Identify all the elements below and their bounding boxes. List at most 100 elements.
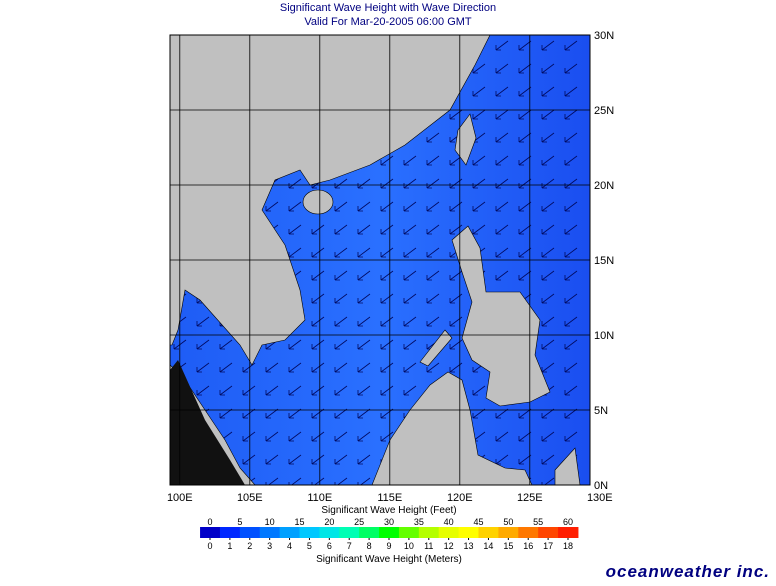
meter-tick-label: 8 xyxy=(367,541,372,551)
arrow xyxy=(403,178,417,189)
arrow xyxy=(495,178,509,189)
arrow xyxy=(357,408,371,419)
arrow xyxy=(518,201,532,212)
colorbar-swatch xyxy=(478,527,499,538)
meter-tick-label: 11 xyxy=(424,541,433,551)
colorbar-swatch xyxy=(458,527,479,538)
arrow xyxy=(518,40,532,51)
arrow xyxy=(518,155,532,166)
lat-label: 25N xyxy=(594,105,614,117)
arrow xyxy=(380,247,394,258)
arrow xyxy=(334,339,348,350)
feet-tick-label: 30 xyxy=(384,517,394,527)
arrow xyxy=(472,109,486,120)
arrow xyxy=(564,86,578,97)
arrow xyxy=(495,431,509,442)
colorbar-swatch xyxy=(319,527,340,538)
arrow xyxy=(472,385,486,396)
arrow xyxy=(564,178,578,189)
feet-tick-label: 15 xyxy=(294,517,304,527)
arrow xyxy=(242,408,256,419)
arrow xyxy=(426,270,440,281)
arrow xyxy=(564,63,578,74)
arrow xyxy=(380,408,394,419)
arrow xyxy=(472,224,486,235)
lat-label: 20N xyxy=(594,180,614,192)
arrow xyxy=(564,132,578,143)
meter-tick-label: 0 xyxy=(207,541,212,551)
arrow xyxy=(196,385,210,396)
arrow xyxy=(564,109,578,120)
arrow xyxy=(541,454,555,465)
arrow xyxy=(357,339,371,350)
arrow xyxy=(403,316,417,327)
arrow xyxy=(403,155,417,166)
arrow xyxy=(288,178,302,189)
arrow xyxy=(403,339,417,350)
arrow xyxy=(265,362,279,373)
arrow xyxy=(219,339,233,350)
arrow xyxy=(311,247,325,258)
arrow xyxy=(357,362,371,373)
arrow xyxy=(311,293,325,304)
arrow xyxy=(564,155,578,166)
arrow xyxy=(518,431,532,442)
arrow xyxy=(541,40,555,51)
arrow xyxy=(219,408,233,419)
meter-tick-label: 13 xyxy=(464,541,474,551)
map xyxy=(170,35,590,485)
arrow xyxy=(472,86,486,97)
arrow xyxy=(403,224,417,235)
arrow xyxy=(265,408,279,419)
arrow xyxy=(403,385,417,396)
lon-label: 105E xyxy=(237,492,263,504)
arrow xyxy=(334,362,348,373)
arrow xyxy=(426,201,440,212)
arrow xyxy=(334,224,348,235)
arrow xyxy=(334,431,348,442)
arrow xyxy=(495,408,509,419)
arrow xyxy=(518,247,532,258)
arrow xyxy=(518,109,532,120)
lon-label: 120E xyxy=(447,492,473,504)
arrow xyxy=(564,224,578,235)
arrow xyxy=(196,339,210,350)
sumatra xyxy=(170,360,245,485)
arrow xyxy=(380,316,394,327)
arrow xyxy=(311,454,325,465)
arrow xyxy=(334,408,348,419)
arrow xyxy=(426,224,440,235)
arrow xyxy=(219,362,233,373)
arrow xyxy=(288,201,302,212)
meter-tick-label: 10 xyxy=(404,541,414,551)
meter-tick-label: 18 xyxy=(563,541,573,551)
arrow xyxy=(518,63,532,74)
arrow xyxy=(403,201,417,212)
arrow xyxy=(518,270,532,281)
arrow xyxy=(357,247,371,258)
arrow xyxy=(357,316,371,327)
lon-label: 115E xyxy=(377,492,402,504)
subtitle: Valid For Mar-20-2005 06:00 GMT xyxy=(304,16,472,28)
colorbar-swatch xyxy=(359,527,380,538)
arrow xyxy=(518,408,532,419)
feet-tick-label: 40 xyxy=(444,517,454,527)
arrow xyxy=(380,201,394,212)
arrow xyxy=(288,224,302,235)
arrow xyxy=(311,385,325,396)
arrow xyxy=(334,454,348,465)
title: Significant Wave Height with Wave Direct… xyxy=(280,2,496,14)
arrow xyxy=(242,431,256,442)
arrow xyxy=(311,316,325,327)
arrow xyxy=(311,339,325,350)
colorbar-swatch xyxy=(438,527,460,538)
lon-label: 130E xyxy=(587,492,613,504)
feet-tick-label: 0 xyxy=(207,517,212,527)
arrow xyxy=(265,385,279,396)
arrow xyxy=(311,362,325,373)
arrow xyxy=(288,385,302,396)
arrow xyxy=(334,178,348,189)
arrow xyxy=(426,178,440,189)
arrow xyxy=(265,201,279,212)
